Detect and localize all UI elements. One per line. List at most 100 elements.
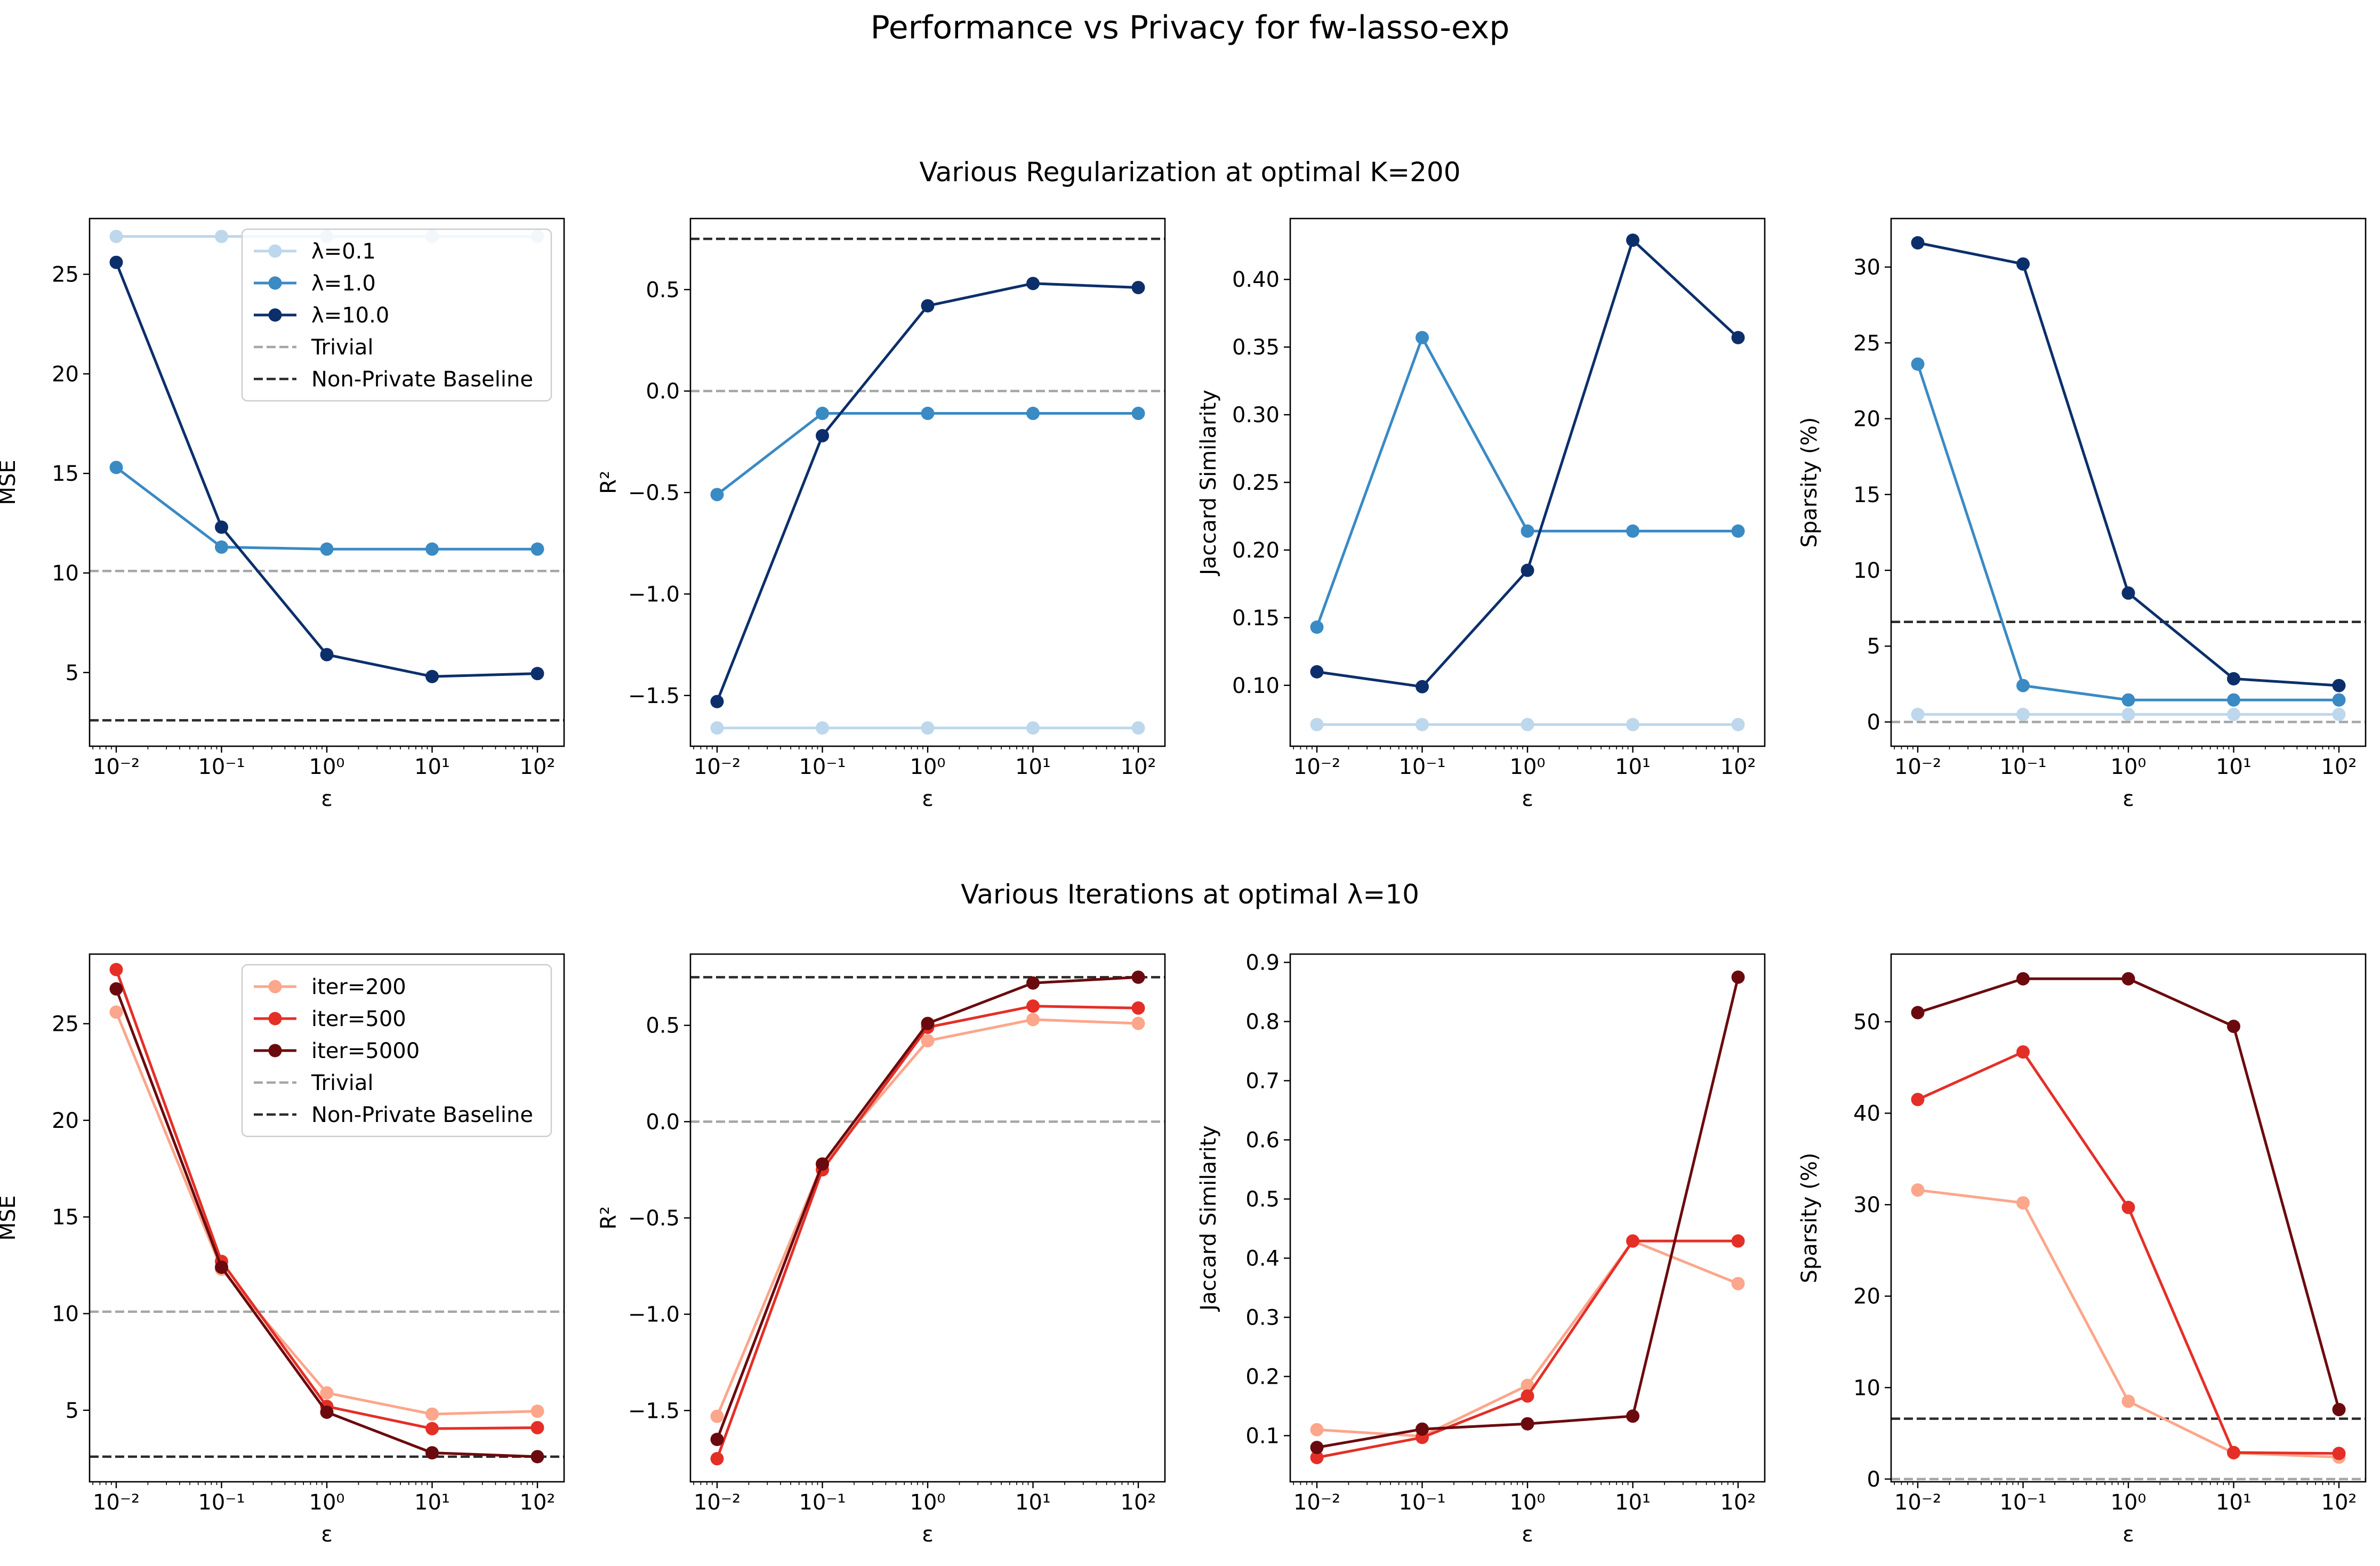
- y-tick-label: 30: [1853, 1193, 1880, 1217]
- y-tick-label: 15: [1853, 483, 1880, 507]
- x-tick-label: 10⁰: [910, 1490, 946, 1515]
- row-title-regularization: Various Regularization at optimal K=200: [919, 157, 1460, 188]
- data-point: [320, 648, 334, 661]
- y-tick-label: 0.3: [1245, 1305, 1280, 1330]
- data-point: [1416, 1422, 1429, 1436]
- series-line: [1917, 977, 2341, 1410]
- data-point: [1416, 717, 1429, 731]
- data-point: [215, 520, 228, 534]
- data-point: [1131, 407, 1145, 421]
- x-tick-label: 10⁻¹: [1398, 1490, 1445, 1515]
- x-tick-label: 10¹: [1615, 1490, 1651, 1515]
- data-point: [1521, 563, 1534, 577]
- y-tick-label: 10: [52, 1302, 79, 1327]
- data-point: [109, 461, 123, 474]
- data-point: [530, 1450, 544, 1464]
- x-tick-label: 10¹: [414, 755, 450, 779]
- y-tick-label: 20: [1853, 407, 1880, 432]
- y-tick-label: 0.35: [1232, 335, 1280, 360]
- data-point: [2121, 586, 2135, 600]
- x-tick-label: 10⁻²: [1293, 1490, 1340, 1515]
- x-tick-label: 10⁰: [309, 755, 345, 779]
- data-point: [1731, 524, 1745, 538]
- legend-label: iter=200: [311, 975, 406, 999]
- data-point: [2121, 707, 2135, 721]
- data-point: [2121, 693, 2135, 707]
- y-tick-label: 0.40: [1232, 268, 1280, 292]
- y-tick-label: 10: [52, 561, 79, 586]
- x-axis-label: ε: [2122, 787, 2134, 811]
- series-line: [1316, 1239, 1739, 1438]
- data-point: [1731, 1234, 1745, 1248]
- legend-box: [241, 964, 552, 1137]
- data-point: [2332, 707, 2346, 721]
- series-line: [1917, 1189, 2339, 1459]
- data-point: [1626, 524, 1639, 538]
- data-point: [215, 230, 228, 244]
- data-point: [2332, 1447, 2346, 1460]
- data-point: [2016, 707, 2030, 721]
- y-tick-label: 25: [52, 263, 79, 287]
- data-point: [710, 488, 724, 502]
- data-point: [109, 1005, 123, 1019]
- data-point: [921, 1016, 935, 1030]
- data-point: [1911, 1183, 1925, 1197]
- data-point: [1026, 407, 1040, 421]
- x-tick-label: 10⁻²: [1293, 755, 1340, 779]
- data-point: [1911, 236, 1925, 250]
- x-tick-label: 10²: [1720, 1490, 1756, 1515]
- x-tick-label: 10²: [2321, 755, 2357, 779]
- data-point: [1416, 680, 1429, 693]
- series-line: [1916, 364, 2339, 701]
- x-tick-label: 10⁻²: [1894, 1490, 1941, 1515]
- legend-label: λ=1.0: [311, 271, 376, 296]
- legend: λ=0.1 λ=1.0 λ=10.0 Trivial Non-Private Basel…: [241, 228, 552, 402]
- y-tick-label: 15: [52, 462, 79, 486]
- data-point: [530, 542, 544, 556]
- y-tick-label: −1.0: [628, 1303, 680, 1327]
- data-point: [710, 1409, 724, 1423]
- data-point: [1026, 277, 1040, 290]
- y-tick-label: 0.20: [1232, 538, 1280, 563]
- row-title-iterations: Various Iterations at optimal λ=10: [961, 879, 1419, 910]
- y-tick-label: 30: [1853, 255, 1880, 280]
- data-point: [816, 721, 829, 735]
- x-tick-label: 10¹: [414, 1490, 450, 1515]
- legend: iter=200 iter=500 iter=5000 Trivial Non-Priv…: [241, 964, 552, 1137]
- data-point: [1626, 233, 1639, 247]
- x-tick-label: 10¹: [2216, 1490, 2252, 1515]
- data-point: [1310, 620, 1324, 634]
- x-tick-label: 10⁻²: [694, 755, 741, 779]
- data-point: [2332, 693, 2346, 707]
- data-point: [2227, 1020, 2240, 1034]
- x-tick-label: 10²: [520, 1490, 556, 1515]
- legend-label: Non-Private Baseline: [311, 1103, 533, 1127]
- subplot-2: 10⁻² 10⁻¹ 10⁰ 10¹ 10² −1.5 −1.0 −0.5 0.0 0.5 ε R²: [597, 217, 1166, 811]
- legend-marker: [268, 276, 282, 290]
- y-tick-label: −1.5: [628, 1399, 680, 1423]
- data-point: [1521, 717, 1534, 731]
- data-point: [2121, 1394, 2135, 1408]
- data-point: [1521, 1417, 1534, 1431]
- legend-marker: [268, 1044, 282, 1058]
- y-axis-label: Jaccard Similarity: [1196, 390, 1221, 577]
- y-tick-label: 0.15: [1232, 606, 1280, 631]
- x-axis-label: ε: [922, 787, 934, 811]
- y-tick-label: 0.8: [1245, 1010, 1280, 1035]
- data-point: [2227, 707, 2240, 721]
- data-point: [1731, 970, 1745, 984]
- x-tick-label: 10⁻²: [694, 1490, 741, 1515]
- figure-title: Performance vs Privacy for fw-lasso-exp: [871, 9, 1510, 46]
- y-tick-label: 5: [66, 1399, 79, 1423]
- data-point: [1310, 665, 1324, 679]
- legend-marker: [268, 244, 282, 258]
- axes-frame: [689, 217, 1166, 747]
- data-point: [530, 1404, 544, 1418]
- x-tick-label: 10¹: [1015, 1490, 1051, 1515]
- x-tick-label: 10²: [1121, 1490, 1156, 1515]
- data-point: [1911, 1006, 1925, 1020]
- y-tick-label: 25: [1853, 331, 1880, 356]
- y-axis-label: Sparsity (%): [1797, 1153, 1822, 1284]
- data-point: [215, 1260, 228, 1274]
- x-tick-label: 10¹: [2216, 755, 2252, 779]
